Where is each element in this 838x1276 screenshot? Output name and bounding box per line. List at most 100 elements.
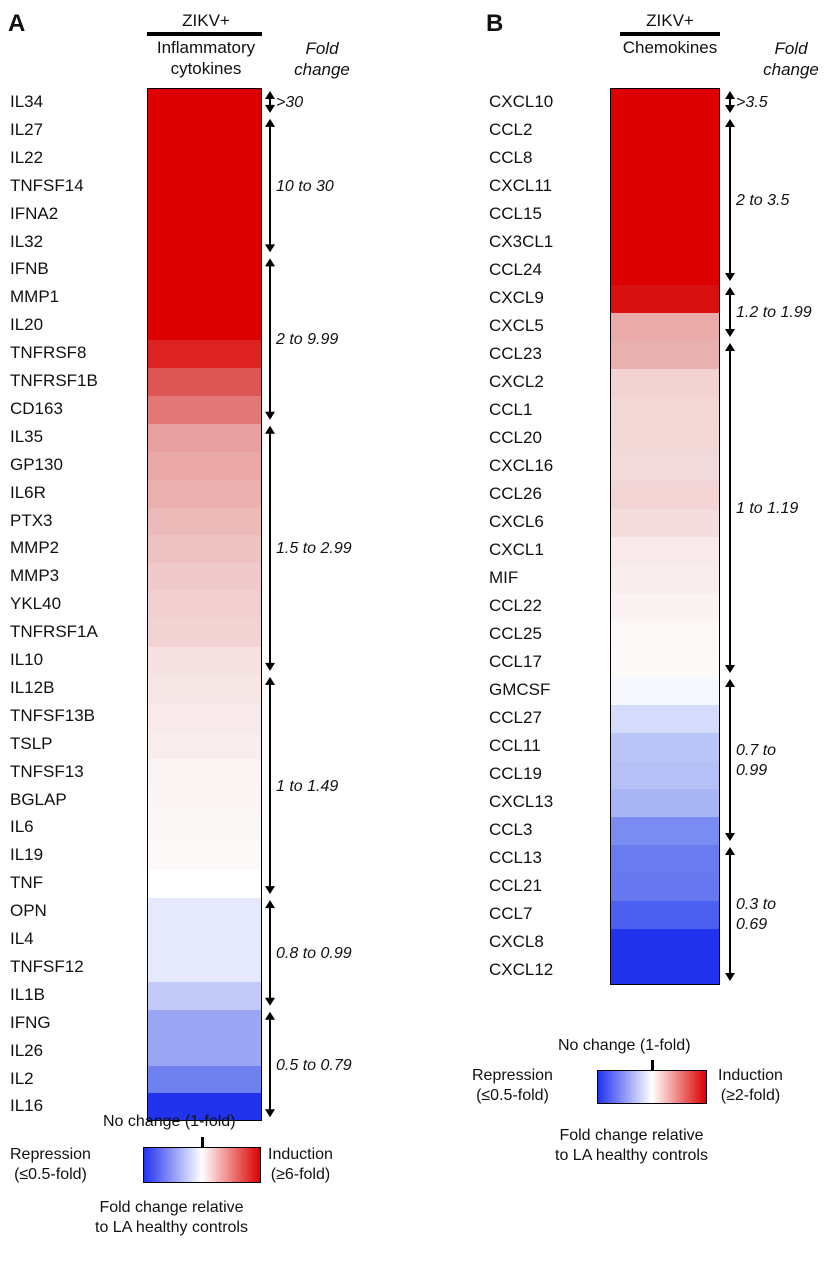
gene-label: CX3CL1: [489, 232, 554, 251]
heatmap-cell: [148, 591, 261, 620]
heatmap-cell: [611, 257, 719, 286]
heatmap-cell: [148, 368, 261, 397]
range-arrow-head: [725, 833, 735, 841]
heatmap-cell: [611, 341, 719, 370]
heatmap-cell: [611, 789, 719, 818]
range-label: 2 to 9.99: [276, 331, 339, 349]
gene-label: CXCL13: [489, 792, 554, 811]
gene-label: TNFSF13B: [10, 705, 96, 725]
heatmap-cell: [148, 395, 261, 425]
gene-label: IFNA2: [10, 203, 59, 223]
range-arrow-head: [265, 425, 275, 434]
heatmap-cell: [148, 981, 261, 1011]
gene-label: IFNG: [10, 1012, 51, 1032]
header-rule: [620, 32, 720, 36]
gene-label: TSLP: [10, 733, 53, 753]
gene-label: CXCL10: [489, 92, 554, 111]
gene-label: TNFSF12: [10, 956, 84, 976]
gene-label: IL1B: [10, 984, 45, 1004]
heatmap-cell: [611, 929, 719, 958]
gene-label: CCL3: [489, 820, 533, 839]
legend-repression: Repression (≤0.5-fold): [10, 1146, 91, 1183]
heatmap-cell: [611, 817, 719, 846]
heatmap-cell: [611, 705, 719, 734]
heatmap-cell: [611, 145, 719, 174]
legend-no-change: No change (1-fold): [558, 1037, 691, 1054]
legend-caption: Fold change relative to LA healthy contro…: [555, 1127, 708, 1164]
heatmap-cell: [148, 898, 261, 927]
header-top: ZIKV+: [182, 11, 230, 30]
heatmap-cell: [611, 453, 719, 482]
gene-label: MMP1: [10, 287, 60, 307]
range-label: 1 to 1.19: [736, 500, 799, 517]
legend-colorbar: [143, 1147, 261, 1183]
range-arrow-head: [725, 665, 735, 673]
range-arrow-head: [265, 1011, 275, 1020]
heatmap-cell: [148, 730, 261, 760]
header-rule: [147, 32, 262, 36]
heatmap-cell: [148, 172, 261, 202]
heatmap-cell: [148, 870, 261, 899]
gene-label: CCL2: [489, 120, 533, 139]
gene-label: IL27: [10, 119, 44, 139]
gene-label: CXCL1: [489, 540, 544, 559]
range-arrow-head: [725, 287, 735, 295]
gene-label: PTX3: [10, 510, 53, 530]
heatmap-cell: [611, 369, 719, 398]
range-label: 0.7 to 0.99: [736, 742, 777, 779]
fold-change-title: Fold change: [763, 39, 819, 79]
gene-label: TNF: [10, 873, 44, 893]
range-label: 10 to 30: [276, 177, 334, 195]
range-label: 1.5 to 2.99: [276, 540, 352, 558]
header-top: ZIKV+: [646, 11, 694, 30]
heatmap-cell: [148, 842, 261, 871]
heatmap-cell: [148, 116, 261, 146]
gene-label: CXCL11: [489, 176, 552, 195]
gene-label: IL6R: [10, 482, 46, 502]
heatmap-cell: [148, 200, 261, 230]
heatmap-cell: [148, 953, 261, 983]
range-arrow-head: [265, 91, 275, 99]
heatmap-cell: [611, 957, 719, 984]
heatmap-cell: [611, 481, 719, 510]
gene-label: IL34: [10, 92, 44, 111]
gene-label: CD163: [10, 398, 63, 418]
gene-label: CXCL5: [489, 316, 544, 335]
range-arrow-head: [725, 273, 735, 281]
heatmap-cell: [611, 89, 719, 118]
heatmap-cell: [148, 451, 261, 481]
range-arrow-head: [725, 329, 735, 337]
range-arrow-head: [265, 411, 275, 420]
heatmap-cell: [611, 873, 719, 902]
heatmap-cell: [611, 173, 719, 202]
gene-label: YKL40: [10, 594, 62, 614]
heatmap-column: [610, 88, 720, 985]
gene-label: IL22: [10, 147, 44, 167]
heatmap-cell: [611, 845, 719, 874]
heatmap-cell: [611, 565, 719, 594]
range-arrow-head: [265, 886, 275, 895]
heatmap-cell: [611, 229, 719, 258]
range-arrow-head: [725, 91, 735, 99]
range-arrow-head: [725, 119, 735, 127]
heatmap-cell: [148, 340, 261, 369]
heatmap-cell: [148, 284, 261, 313]
gene-label: IL6: [10, 817, 34, 837]
heatmap-cell: [611, 397, 719, 426]
range-arrow-head: [265, 1109, 275, 1118]
gene-label: IFNB: [10, 259, 49, 279]
heatmap-cell: [611, 201, 719, 230]
range-label: 1.2 to 1.99: [736, 304, 812, 321]
heatmap-cell: [148, 1093, 261, 1121]
heatmap-cell: [148, 479, 261, 509]
range-arrow-head: [725, 343, 735, 351]
range-label: >3.5: [736, 94, 768, 111]
gene-label: BGLAP: [10, 789, 67, 809]
heatmap-cell: [148, 619, 261, 648]
heatmap-cell: [148, 674, 261, 704]
gene-label: IL26: [10, 1040, 44, 1060]
gene-label: CCL27: [489, 708, 542, 727]
gene-label: CCL15: [489, 204, 542, 223]
heatmap-cell: [148, 926, 261, 955]
